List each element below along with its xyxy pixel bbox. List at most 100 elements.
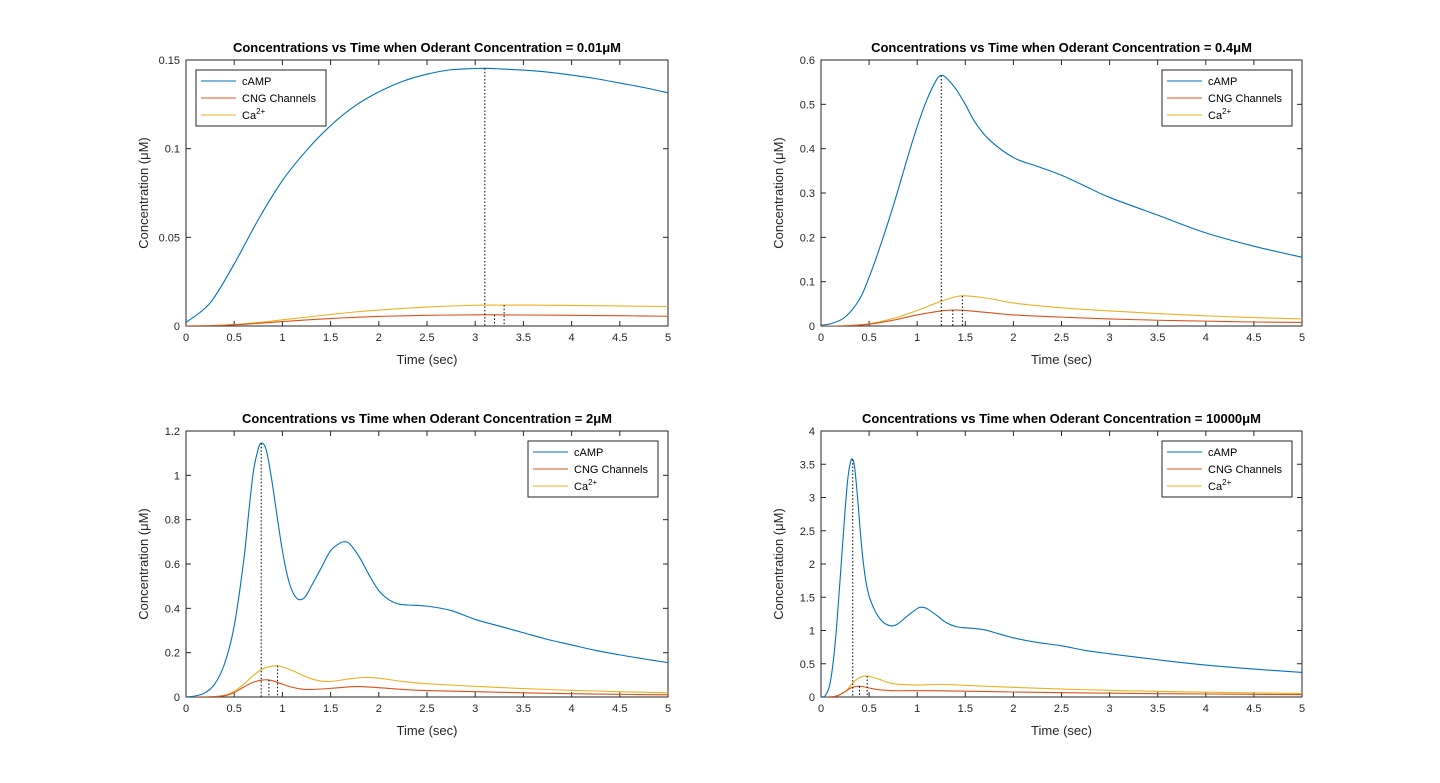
- x-tick-label: 3: [1107, 703, 1113, 715]
- x-tick-label: 3: [472, 332, 478, 344]
- legend-entry-label: CNG Channels: [1208, 93, 1282, 105]
- y-tick-label: 0.6: [800, 55, 815, 67]
- legend-entry-label: Ca2+: [1208, 478, 1232, 493]
- series-line-ca2-: [821, 675, 1302, 697]
- x-tick-label: 1: [279, 332, 285, 344]
- plot-area: [821, 74, 1302, 326]
- x-tick-label: 4.5: [1246, 332, 1261, 344]
- series-line-cng-channels: [186, 314, 668, 326]
- x-tick-label: 5: [665, 332, 671, 344]
- legend: cAMP CNG Channels Ca2+: [1161, 440, 1293, 498]
- y-tick-label: 0: [809, 692, 815, 704]
- series-line-cng-channels: [821, 685, 1302, 697]
- chart-title: Concentrations vs Time when Oderant Conc…: [871, 40, 1252, 55]
- x-tick-label: 4: [1203, 703, 1209, 715]
- y-tick-label: 3.5: [800, 459, 815, 471]
- series-line-camp: [186, 442, 668, 697]
- y-tick-label: 1: [174, 470, 180, 482]
- x-tick-label: 0: [818, 332, 824, 344]
- x-tick-label: 2: [376, 703, 382, 715]
- legend-entry-base: cAMP: [1208, 76, 1237, 88]
- x-tick-label: 3: [1107, 332, 1113, 344]
- y-tick-label: 0.05: [159, 232, 180, 244]
- legend-entry-base: CNG Channels: [242, 93, 316, 105]
- x-tick-label: 2.5: [419, 703, 434, 715]
- series-line-ca2-: [821, 295, 1302, 326]
- x-tick-label: 2.5: [1054, 332, 1069, 344]
- x-tick-label: 1.5: [958, 332, 973, 344]
- y-tick-label: 0.1: [800, 277, 815, 289]
- x-tick-label: 2: [376, 332, 382, 344]
- x-axis-label: Time (sec): [1031, 352, 1092, 367]
- legend-entry-label: Ca2+: [242, 107, 266, 122]
- series-line-camp: [821, 458, 1302, 697]
- legend-entry-label: cAMP: [1208, 447, 1237, 459]
- legend-entry-base: CNG Channels: [1208, 464, 1282, 476]
- y-tick-label: 0.8: [165, 515, 180, 527]
- x-tick-label: 0.5: [861, 703, 876, 715]
- y-tick-label: 0.4: [165, 603, 180, 615]
- y-tick-label: 0.5: [800, 659, 815, 671]
- y-tick-label: 4: [809, 426, 815, 438]
- x-tick-label: 4: [1203, 332, 1209, 344]
- legend: cAMP CNG Channels Ca2+: [195, 69, 327, 127]
- x-tick-label: 3.5: [1150, 332, 1165, 344]
- y-tick-label: 3: [809, 493, 815, 505]
- legend-entry-superscript: 2+: [1222, 107, 1231, 116]
- legend-entry-base: Ca: [1208, 481, 1223, 493]
- x-tick-label: 2.5: [1054, 703, 1069, 715]
- series-line-camp: [821, 74, 1302, 326]
- x-tick-label: 3.5: [516, 703, 531, 715]
- y-tick-label: 0.4: [800, 144, 815, 156]
- y-tick-label: 0.1: [165, 144, 180, 156]
- chart-title: Concentrations vs Time when Oderant Conc…: [233, 40, 621, 55]
- y-axis-label: Concentration (μM): [771, 508, 786, 620]
- x-tick-label: 0: [818, 703, 824, 715]
- x-tick-label: 4.5: [612, 703, 627, 715]
- x-tick-label: 1.5: [323, 703, 338, 715]
- x-tick-label: 1.5: [323, 332, 338, 344]
- subplot-1: 0 0.5 1 1.5 2 2.5 3 3.5 4 4.5 5 0 0.05 0.1 0.15 Concent…: [136, 40, 671, 367]
- x-tick-label: 0.5: [227, 332, 242, 344]
- x-tick-label: 1: [914, 332, 920, 344]
- x-tick-label: 1: [914, 703, 920, 715]
- y-axis-label: Concentration (μM): [771, 137, 786, 249]
- subplot-4: 0 0.5 1 1.5 2 2.5 3 3.5 4 4.5 5 0 0.5 1 1.5 2 2.5 3 3.5 4 Co…: [771, 411, 1305, 738]
- legend-entry-base: CNG Channels: [1208, 93, 1282, 105]
- plot-area: [186, 442, 668, 697]
- legend-entry-base: Ca: [574, 481, 589, 493]
- x-tick-label: 1.5: [958, 703, 973, 715]
- legend-entry-superscript: 2+: [1222, 478, 1231, 487]
- legend-entry-label: cAMP: [242, 76, 271, 88]
- y-tick-label: 1: [809, 626, 815, 638]
- series-line-cng-channels: [821, 309, 1302, 326]
- x-tick-label: 2: [1010, 703, 1016, 715]
- legend-entry-label: CNG Channels: [574, 464, 648, 476]
- x-tick-label: 5: [665, 703, 671, 715]
- legend: cAMP CNG Channels Ca2+: [1161, 69, 1293, 127]
- legend-entry-base: cAMP: [242, 76, 271, 88]
- y-axis-label: Concentration (μM): [136, 137, 151, 249]
- legend-entry-label: CNG Channels: [1208, 464, 1282, 476]
- legend-entry-superscript: 2+: [256, 107, 265, 116]
- x-axis-label: Time (sec): [397, 723, 458, 738]
- x-tick-label: 3.5: [1150, 703, 1165, 715]
- x-tick-label: 3: [472, 703, 478, 715]
- x-tick-label: 2.5: [419, 332, 434, 344]
- x-axis-label: Time (sec): [1031, 723, 1092, 738]
- legend-entry-label: cAMP: [1208, 76, 1237, 88]
- series-line-cng-channels: [186, 679, 668, 697]
- plot-area: [186, 67, 668, 326]
- y-tick-label: 1.5: [800, 592, 815, 604]
- x-tick-label: 0.5: [861, 332, 876, 344]
- legend-entry-base: cAMP: [574, 447, 603, 459]
- x-tick-label: 4: [569, 332, 575, 344]
- x-tick-label: 1: [279, 703, 285, 715]
- legend-entry-base: CNG Channels: [574, 464, 648, 476]
- x-tick-label: 0: [183, 703, 189, 715]
- x-tick-label: 4.5: [1246, 703, 1261, 715]
- legend-entry-label: cAMP: [574, 447, 603, 459]
- y-tick-label: 0.3: [800, 188, 815, 200]
- x-tick-label: 4: [569, 703, 575, 715]
